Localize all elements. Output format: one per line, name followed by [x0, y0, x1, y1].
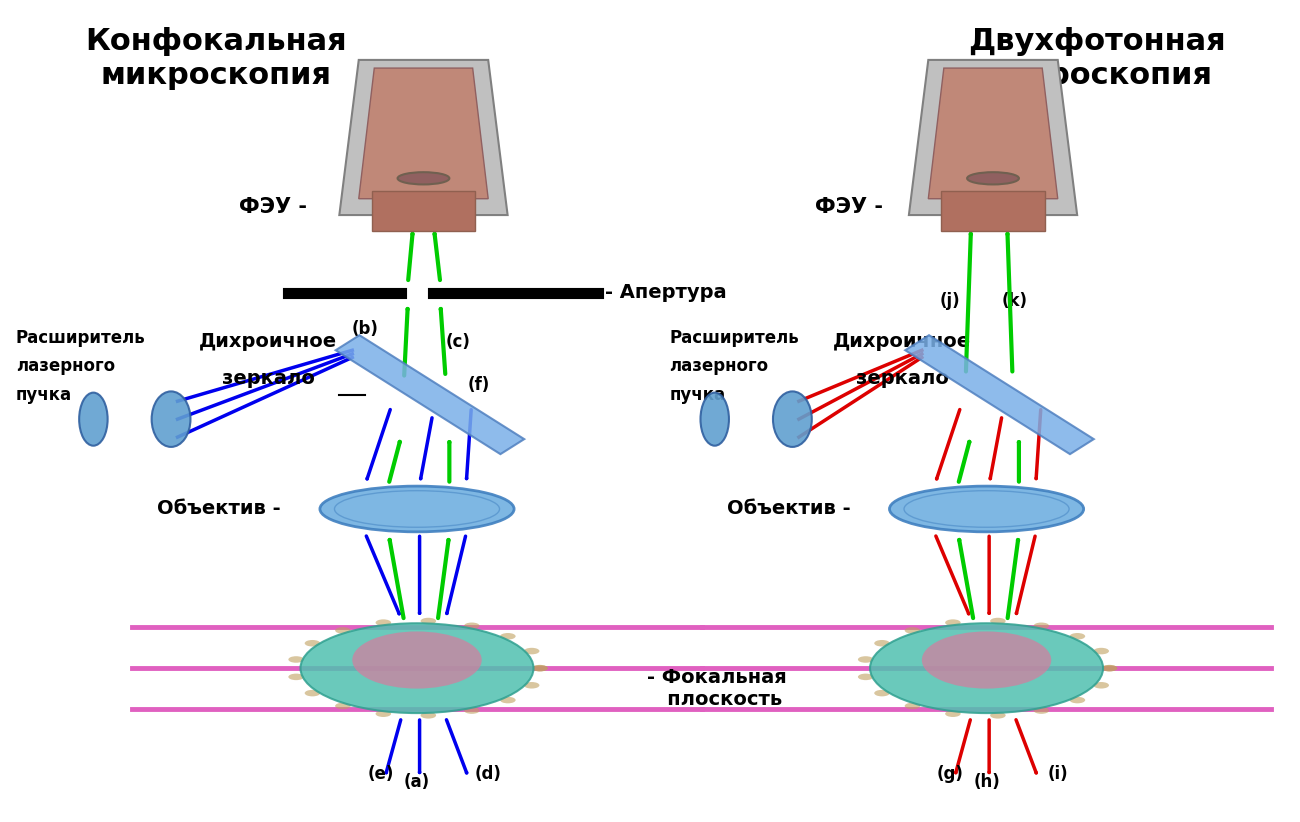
- Ellipse shape: [524, 682, 539, 689]
- Text: (b): (b): [352, 321, 378, 339]
- Text: (g): (g): [937, 765, 963, 783]
- Polygon shape: [335, 335, 524, 454]
- Ellipse shape: [398, 172, 450, 184]
- Text: Объектив -: Объектив -: [157, 500, 281, 519]
- Ellipse shape: [152, 391, 191, 447]
- Ellipse shape: [774, 391, 811, 447]
- Text: Конфокальная
микроскопия: Конфокальная микроскопия: [86, 27, 347, 90]
- Text: Дихроичное: Дихроичное: [833, 332, 971, 351]
- Ellipse shape: [874, 640, 889, 647]
- Ellipse shape: [874, 690, 889, 696]
- Ellipse shape: [701, 393, 729, 446]
- Ellipse shape: [289, 656, 304, 663]
- Ellipse shape: [320, 486, 514, 532]
- Text: - Апертура: - Апертура: [604, 283, 727, 302]
- Text: ФЭУ -: ФЭУ -: [815, 197, 883, 217]
- Ellipse shape: [500, 697, 516, 704]
- Ellipse shape: [289, 673, 304, 680]
- Text: (h): (h): [974, 774, 1000, 792]
- Polygon shape: [928, 68, 1058, 199]
- Text: Расширитель: Расширитель: [670, 329, 800, 347]
- Ellipse shape: [991, 618, 1006, 624]
- Ellipse shape: [1093, 648, 1109, 654]
- Ellipse shape: [376, 710, 391, 717]
- Text: зеркало: зеркало: [222, 369, 315, 388]
- Ellipse shape: [421, 618, 436, 624]
- Polygon shape: [359, 68, 489, 199]
- Ellipse shape: [335, 703, 351, 709]
- Ellipse shape: [524, 648, 539, 654]
- Text: зеркало: зеркало: [855, 369, 949, 388]
- Ellipse shape: [532, 665, 547, 672]
- Polygon shape: [909, 60, 1078, 215]
- Text: (e): (e): [368, 765, 394, 783]
- Ellipse shape: [922, 631, 1052, 689]
- Ellipse shape: [300, 623, 533, 713]
- Polygon shape: [339, 60, 507, 215]
- Ellipse shape: [1070, 633, 1085, 640]
- Text: (d): (d): [474, 765, 502, 783]
- Ellipse shape: [1070, 697, 1085, 704]
- Ellipse shape: [870, 623, 1104, 713]
- Ellipse shape: [352, 631, 482, 689]
- Ellipse shape: [335, 627, 351, 634]
- Ellipse shape: [376, 619, 391, 626]
- Text: пучка: пучка: [670, 386, 725, 404]
- Ellipse shape: [945, 619, 961, 626]
- Ellipse shape: [500, 633, 516, 640]
- Text: Двухфотонная
микроскопия: Двухфотонная микроскопия: [967, 27, 1226, 90]
- Ellipse shape: [532, 665, 547, 672]
- Text: - Фокальная
   плоскость: - Фокальная плоскость: [647, 668, 788, 709]
- Text: (f): (f): [468, 376, 490, 394]
- Ellipse shape: [421, 712, 436, 718]
- Text: (k): (k): [1002, 292, 1028, 310]
- Ellipse shape: [945, 710, 961, 717]
- Ellipse shape: [1102, 665, 1117, 672]
- Text: Объектив -: Объектив -: [727, 500, 850, 519]
- Ellipse shape: [905, 627, 920, 634]
- Ellipse shape: [304, 640, 320, 647]
- Text: Расширитель: Расширитель: [16, 329, 146, 347]
- Ellipse shape: [79, 393, 108, 446]
- Ellipse shape: [464, 707, 480, 713]
- Text: (j): (j): [940, 292, 961, 310]
- Ellipse shape: [889, 486, 1084, 532]
- Text: (c): (c): [446, 333, 471, 351]
- Text: лазерного: лазерного: [670, 357, 768, 375]
- Text: Дихроичное: Дихроичное: [199, 332, 337, 351]
- Ellipse shape: [1102, 665, 1117, 672]
- Polygon shape: [905, 335, 1093, 454]
- Ellipse shape: [304, 690, 320, 696]
- Ellipse shape: [1034, 707, 1049, 713]
- Ellipse shape: [858, 656, 874, 663]
- Text: лазерного: лазерного: [16, 357, 114, 375]
- Ellipse shape: [1093, 682, 1109, 689]
- Text: пучка: пучка: [16, 386, 72, 404]
- Polygon shape: [372, 191, 476, 231]
- Ellipse shape: [858, 673, 874, 680]
- Polygon shape: [941, 191, 1045, 231]
- Text: (a): (a): [404, 774, 430, 792]
- Ellipse shape: [991, 712, 1006, 718]
- Ellipse shape: [464, 622, 480, 629]
- Ellipse shape: [905, 703, 920, 709]
- Text: ФЭУ -: ФЭУ -: [239, 197, 307, 217]
- Text: (i): (i): [1048, 765, 1069, 783]
- Ellipse shape: [1034, 622, 1049, 629]
- Ellipse shape: [967, 172, 1019, 184]
